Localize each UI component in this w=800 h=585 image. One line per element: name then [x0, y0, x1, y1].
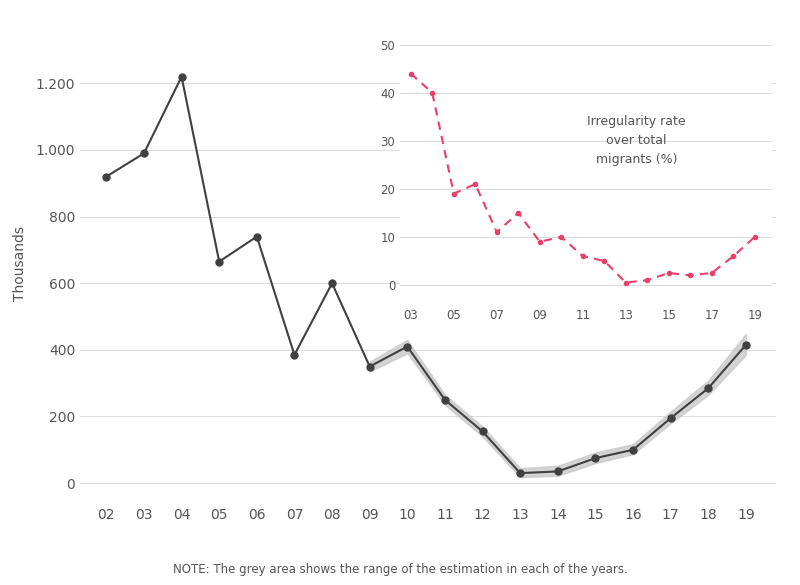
Text: NOTE: The grey area shows the range of the estimation in each of the years.: NOTE: The grey area shows the range of t…	[173, 563, 627, 576]
Y-axis label: Thousands: Thousands	[14, 226, 27, 301]
Text: Irregularity rate
over total
migrants (%): Irregularity rate over total migrants (%…	[587, 115, 686, 166]
